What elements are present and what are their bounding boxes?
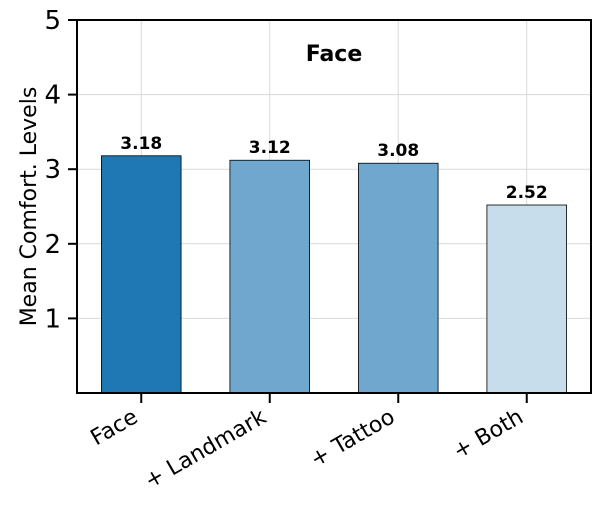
chart-title: Face: [306, 42, 363, 67]
y-tick-label: 4: [44, 81, 61, 111]
y-tick-label: 2: [44, 230, 61, 260]
bar: [101, 155, 182, 394]
bar: [229, 159, 310, 394]
bar: [486, 204, 567, 394]
x-tick-label: + Landmark: [141, 404, 271, 494]
plot-frame: [76, 19, 592, 394]
bar-value-label: 3.12: [249, 138, 291, 158]
y-axis-title: Mean Comfort. Levels: [17, 87, 42, 327]
y-tick-label: 5: [44, 6, 61, 36]
data-labels: 3.18 3.12 3.08 2.52: [120, 134, 547, 203]
y-tick-label: 3: [44, 155, 61, 185]
x-tick-label: + Tattoo: [306, 405, 399, 473]
y-tick-label: 1: [44, 304, 61, 334]
bar-value-label: 2.52: [506, 183, 548, 203]
bar-value-label: 3.08: [377, 141, 419, 161]
bars: [101, 155, 567, 394]
bar: [358, 162, 439, 394]
x-axis: Face+ Landmark + Tattoo + Both: [87, 393, 528, 494]
x-tick-label: + Both: [449, 405, 528, 465]
bar-value-label: 3.18: [120, 134, 162, 154]
y-axis: 1 2 3 4 5: [44, 6, 77, 334]
x-tick-label: Face: [87, 405, 143, 452]
